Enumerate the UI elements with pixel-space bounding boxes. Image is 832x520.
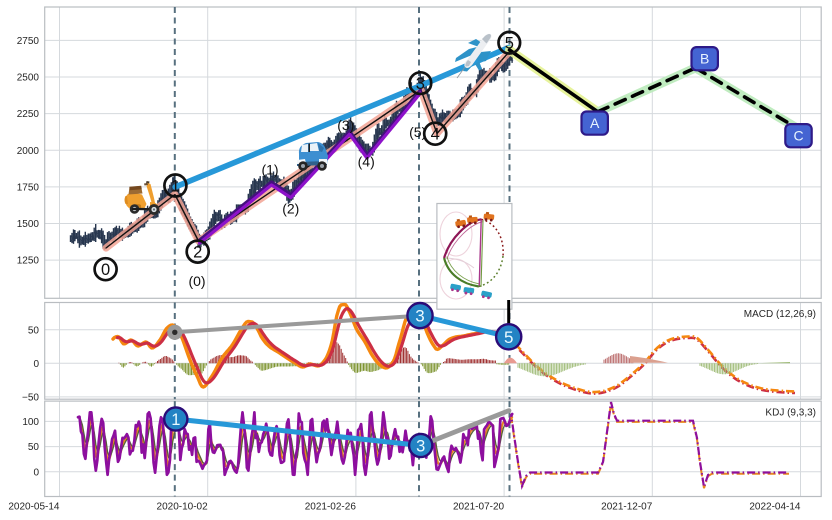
svg-text:0: 0 [101, 261, 110, 279]
svg-text:(1): (1) [261, 162, 278, 178]
svg-text:B: B [700, 51, 709, 67]
svg-text:50: 50 [28, 325, 40, 336]
svg-text:2750: 2750 [17, 36, 40, 47]
svg-text:2500: 2500 [17, 73, 40, 84]
svg-text:C: C [793, 128, 803, 144]
svg-text:2022-04-14: 2022-04-14 [749, 502, 801, 513]
svg-text:1750: 1750 [17, 183, 40, 194]
svg-text:4: 4 [431, 126, 440, 144]
svg-text:−50: −50 [22, 393, 39, 404]
svg-text:1: 1 [171, 177, 180, 195]
svg-text:5: 5 [505, 35, 514, 53]
svg-text:50: 50 [28, 442, 40, 453]
svg-text:2: 2 [193, 243, 202, 261]
svg-text:0: 0 [33, 359, 39, 370]
svg-text:(0): (0) [188, 273, 205, 289]
svg-text:(2): (2) [282, 201, 299, 217]
svg-text:2020-10-02: 2020-10-02 [157, 502, 209, 513]
svg-text:5: 5 [504, 328, 513, 347]
svg-text:2000: 2000 [17, 146, 40, 157]
svg-text:1250: 1250 [17, 256, 40, 267]
svg-text:1500: 1500 [17, 219, 40, 230]
svg-text:0: 0 [33, 467, 39, 478]
svg-text:KDJ (9,3,3): KDJ (9,3,3) [765, 408, 816, 419]
svg-text:MACD (12,26,9): MACD (12,26,9) [744, 309, 816, 320]
svg-text:100: 100 [22, 417, 39, 428]
svg-text:2020-05-14: 2020-05-14 [8, 502, 60, 513]
svg-text:2250: 2250 [17, 109, 40, 120]
svg-text:(4): (4) [358, 154, 375, 170]
svg-text:1: 1 [171, 411, 180, 429]
svg-text:2021-07-20: 2021-07-20 [453, 502, 505, 513]
svg-text:(5): (5) [409, 124, 426, 140]
svg-text:3: 3 [415, 307, 424, 326]
svg-text:3: 3 [416, 75, 425, 93]
svg-text:(3): (3) [337, 117, 354, 133]
svg-text:2021-02-26: 2021-02-26 [305, 502, 357, 513]
svg-text:2021-12-07: 2021-12-07 [601, 502, 653, 513]
svg-text:3: 3 [416, 438, 425, 456]
svg-text:A: A [590, 115, 600, 131]
